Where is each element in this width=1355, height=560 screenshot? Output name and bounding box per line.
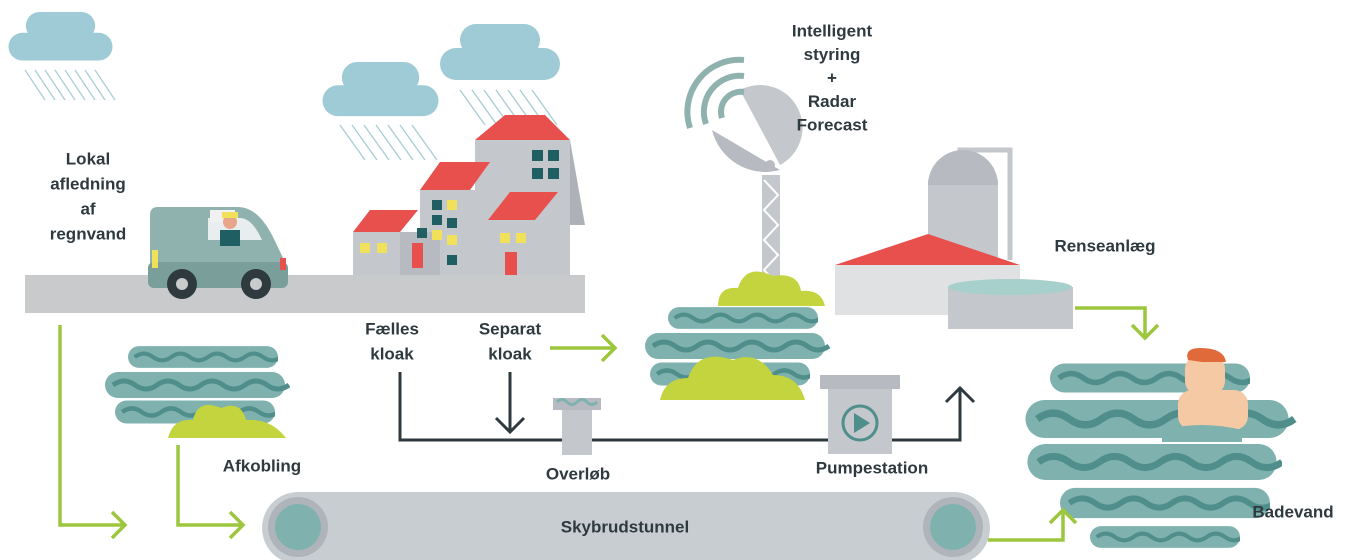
houses xyxy=(353,115,585,275)
label-intelligent: + xyxy=(827,68,837,87)
label-lokal: regnvand xyxy=(50,224,127,243)
label-intelligent: Forecast xyxy=(797,115,868,134)
label-separat: Separat xyxy=(479,319,542,338)
label-intelligent: Radar xyxy=(808,92,857,111)
label-faelles: Fælles xyxy=(365,319,419,338)
tunnel xyxy=(262,492,990,560)
clouds xyxy=(8,12,560,161)
label-renseanlaeg: Renseanlæg xyxy=(1054,236,1155,255)
label-intelligent: Intelligent xyxy=(792,21,873,40)
label-separat: kloak xyxy=(488,344,532,363)
pipes xyxy=(398,372,976,442)
label-faelles: kloak xyxy=(370,344,414,363)
label-lokal: Lokal xyxy=(66,149,110,168)
label-lokal: afledning xyxy=(50,174,126,193)
antenna xyxy=(684,56,803,295)
swimmer xyxy=(1162,348,1248,442)
overflow xyxy=(553,398,601,455)
pump xyxy=(820,375,900,454)
label-badevand: Badevand xyxy=(1252,502,1333,521)
label-afkobling: Afkobling xyxy=(223,456,301,475)
labels: Lokal afledning af regnvand Intelligent styri… xyxy=(50,21,1334,536)
van xyxy=(148,207,288,299)
road xyxy=(25,275,585,313)
label-overloeb: Overløb xyxy=(546,464,610,483)
label-intelligent: styring xyxy=(804,45,861,64)
arrows xyxy=(58,306,1160,542)
label-pumpestation: Pumpestation xyxy=(816,458,928,477)
bushes xyxy=(168,271,825,438)
label-lokal: af xyxy=(80,199,95,218)
label-skybrudstunnel: Skybrudstunnel xyxy=(561,517,689,536)
treatment-plant xyxy=(835,147,1073,329)
